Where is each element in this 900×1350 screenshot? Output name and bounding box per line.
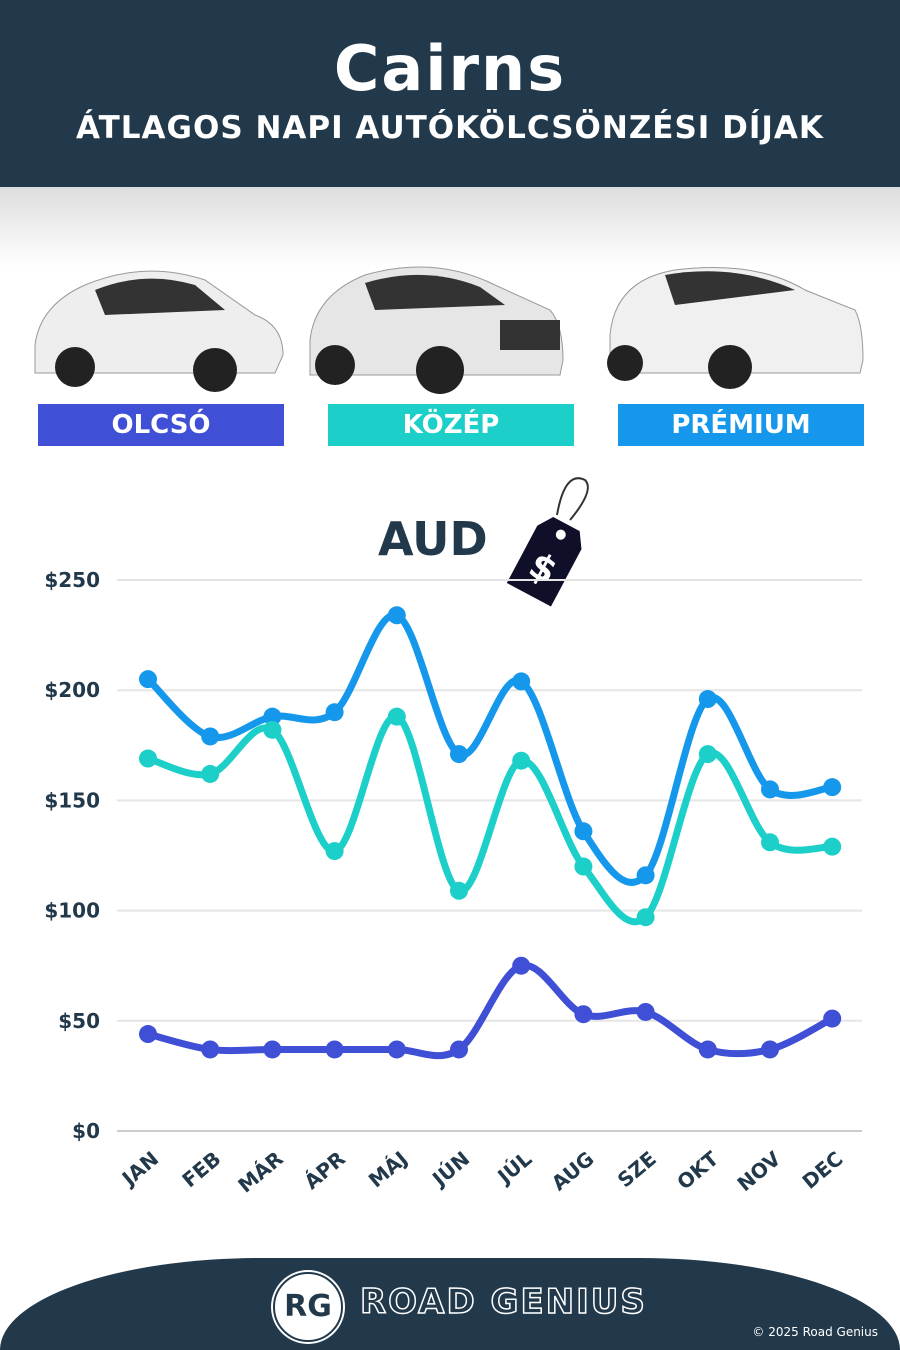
series-line-prémium [144,611,836,886]
x-tick-label: AUG [547,1146,599,1195]
data-point [263,1040,282,1059]
data-point [139,1025,157,1044]
data-point [574,857,593,876]
x-tick-label: SZE [613,1146,661,1192]
data-point [636,908,655,927]
page-subtitle: ÁTLAGOS NAPI AUTÓKÖLCSÖNZÉSI DÍJAK [76,110,824,146]
data-point [201,764,220,783]
data-point [512,751,531,770]
series-line-közép [144,713,836,926]
x-tick-label: NOV [732,1146,785,1196]
x-tick-label: FEB [177,1146,225,1192]
category-badge-premium: PRÉMIUM [618,404,864,446]
data-point [201,1040,220,1059]
x-tick-label: MÁJ [364,1146,412,1192]
data-point [450,881,468,900]
data-point [823,1009,842,1028]
category-badge-economy: OLCSÓ [38,404,284,446]
data-point [636,1002,655,1021]
footer [0,1258,900,1350]
y-tick-label: $0 [72,1119,100,1143]
header-shadow [0,187,900,267]
x-tick-label: DEC [798,1146,848,1193]
data-point [325,1040,344,1059]
data-point [325,842,344,861]
data-point [263,720,282,739]
brand-name: ROAD GENIUS [359,1281,647,1323]
price-tag-icon: $ [506,477,589,607]
premium-car-image [607,267,864,389]
data-point [387,707,406,726]
road-genius-logo: RG [273,1272,343,1342]
currency-label: AUD [378,512,488,566]
data-point [139,670,157,689]
y-tick-label: $50 [58,1009,100,1033]
category-label: KÖZÉP [402,410,500,440]
data-point [450,1040,468,1059]
page-title: Cairns [333,32,567,105]
y-tick-label: $200 [44,678,100,702]
data-point [698,1040,717,1059]
category-label: OLCSÓ [111,410,211,440]
data-point [823,778,842,797]
data-point [574,822,593,841]
data-point [325,703,344,722]
x-tick-label: OKT [672,1146,723,1194]
economy-car-image [34,270,284,392]
data-point [201,727,220,746]
data-point [761,833,779,852]
data-point [387,606,406,625]
category-label: PRÉMIUM [671,410,811,440]
x-tick-label: JÚL [492,1146,537,1189]
data-point [512,956,531,975]
series-line-olcsó [144,961,836,1060]
line-chart: $0 $50 $100 $150 $200 $250 JAN FEB MÁR ÁPR MÁJ JÚN J… [44,568,862,1197]
data-point [139,749,157,768]
data-point [263,707,282,726]
midsize-car-image [309,266,564,394]
y-tick-label: $150 [44,788,100,812]
data-point [698,745,717,764]
data-point [512,672,531,691]
data-point [761,1040,779,1059]
y-tick-label: $250 [44,568,100,592]
x-tick-label: JAN [116,1146,163,1191]
header: Cairns ÁTLAGOS NAPI AUTÓKÖLCSÖNZÉSI DÍJA… [0,0,900,187]
data-point [574,1005,593,1024]
y-tick-label: $100 [44,899,100,923]
data-point [761,780,779,799]
data-point [823,837,842,856]
data-point [387,1040,406,1059]
category-badge-midsize: KÖZÉP [328,404,574,446]
x-tick-label: MÁR [233,1146,287,1197]
data-point [636,866,655,885]
x-tick-label: ÁPR [299,1146,349,1194]
data-point [698,690,717,709]
x-tick-label: JÚN [426,1146,474,1192]
copyright: © 2025 Road Genius [752,1325,878,1339]
data-point [450,745,468,764]
